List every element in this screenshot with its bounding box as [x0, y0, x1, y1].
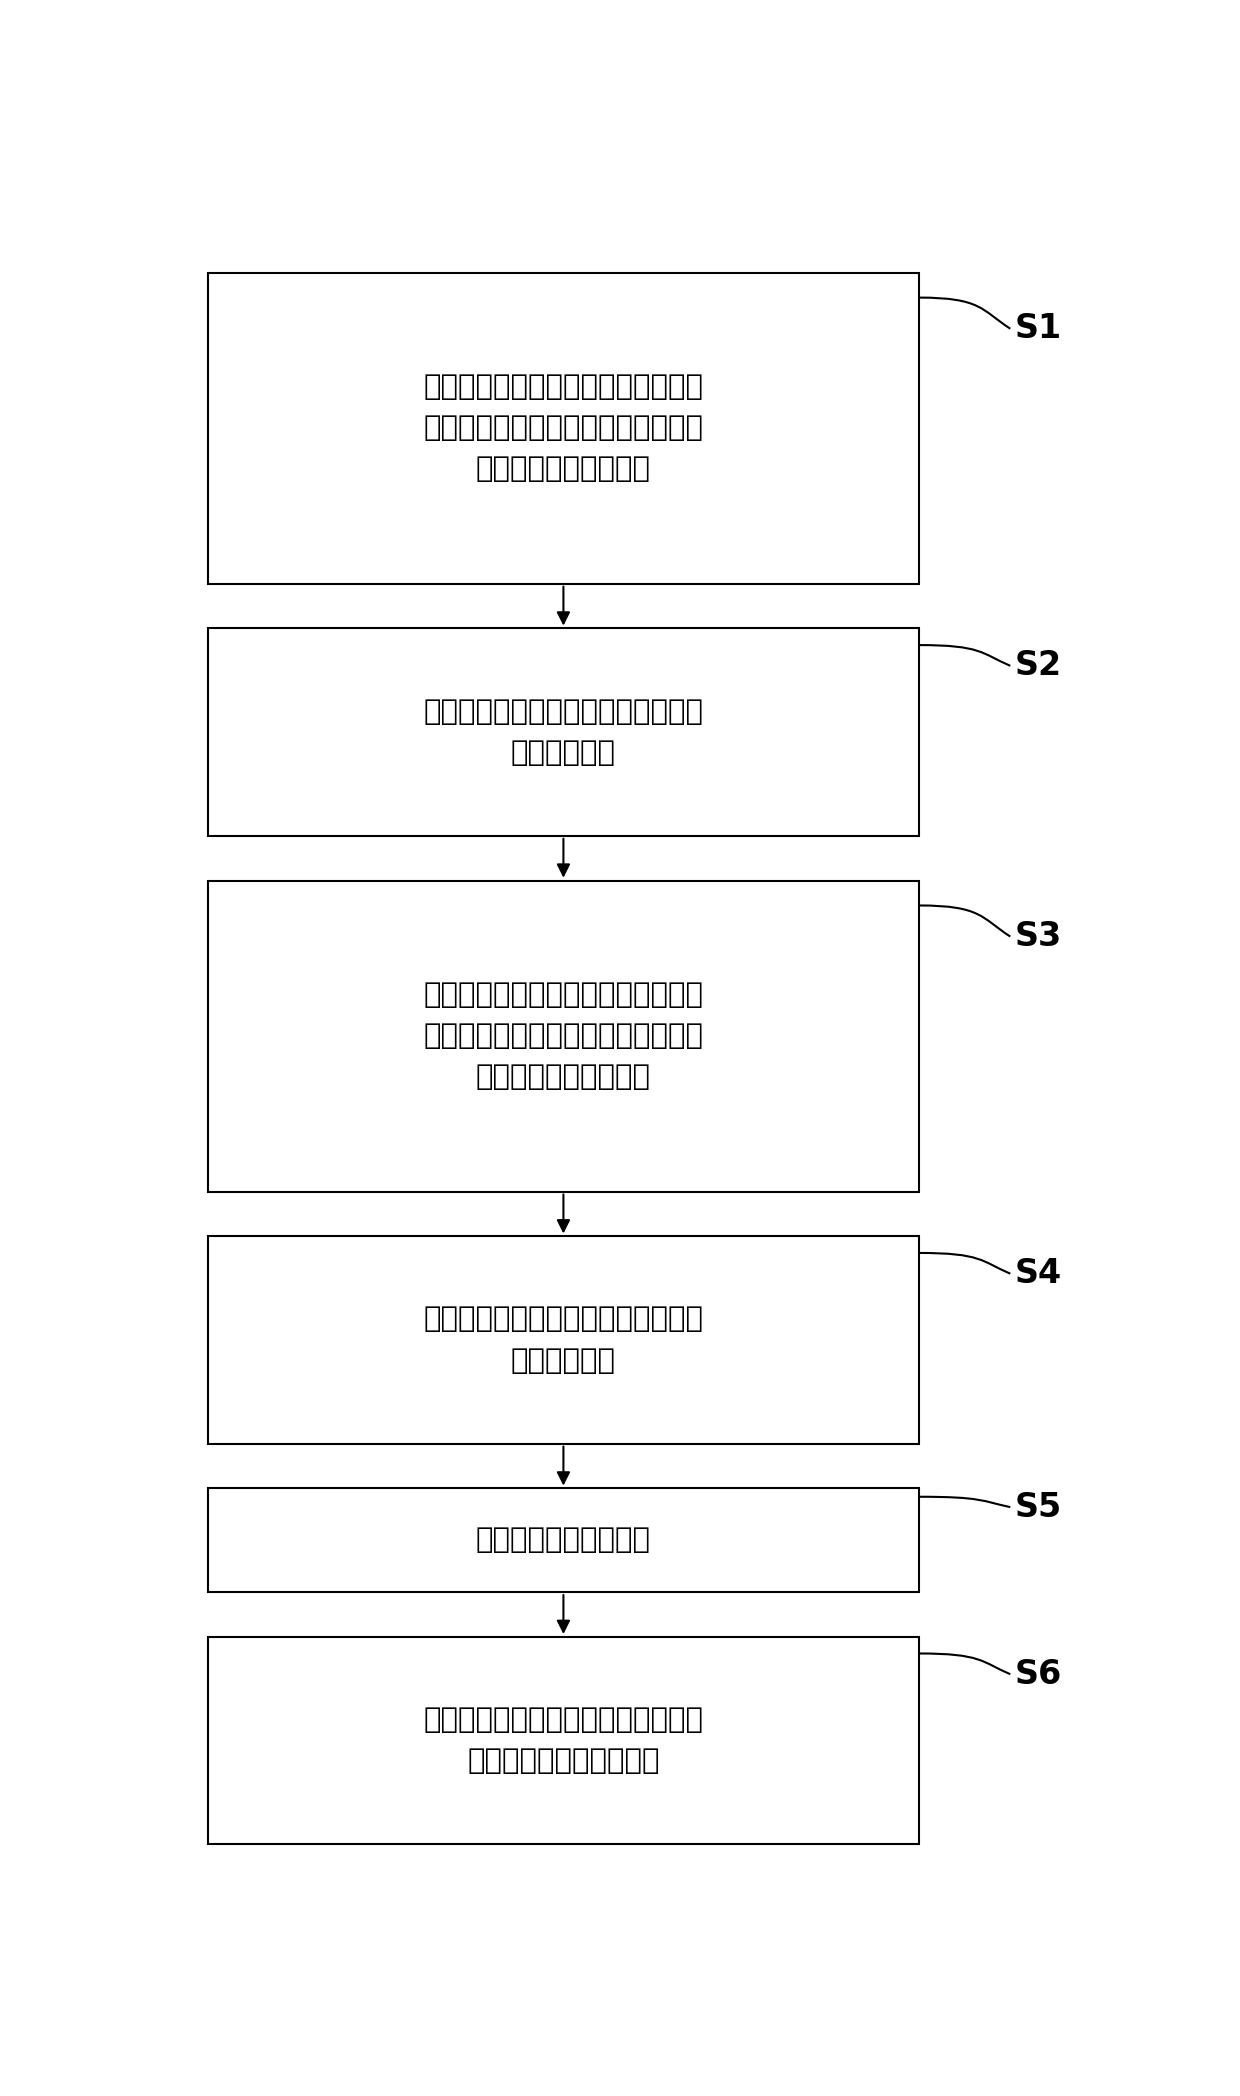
Text: S6: S6: [1016, 1658, 1063, 1691]
FancyBboxPatch shape: [208, 1488, 919, 1593]
Text: 根据目标压缩比和所述当前压缩比实
时调节所述活动腔的容积: 根据目标压缩比和所述当前压缩比实 时调节所述活动腔的容积: [423, 1706, 703, 1775]
FancyBboxPatch shape: [208, 880, 919, 1193]
Text: 计算做功活塞处于下止点时气缸内燃
烧室的总容积: 计算做功活塞处于下止点时气缸内燃 烧室的总容积: [423, 698, 703, 767]
Text: S2: S2: [1016, 650, 1063, 683]
Text: S3: S3: [1016, 920, 1063, 954]
FancyBboxPatch shape: [208, 629, 919, 836]
FancyBboxPatch shape: [208, 1637, 919, 1844]
Text: 得到气缸的当前压缩比: 得到气缸的当前压缩比: [476, 1526, 651, 1555]
FancyBboxPatch shape: [208, 1237, 919, 1444]
Text: S1: S1: [1016, 312, 1063, 346]
Text: 计算做功活塞处于上止点时气缸内燃
烧室的总容积: 计算做功活塞处于上止点时气缸内燃 烧室的总容积: [423, 1306, 703, 1375]
FancyBboxPatch shape: [208, 272, 919, 583]
Text: S5: S5: [1016, 1490, 1063, 1524]
Text: 获取做功活塞处于上止点时做功活塞
上方的总容积，以及做功活塞处于上
止点时活动腔的总容积: 获取做功活塞处于上止点时做功活塞 上方的总容积，以及做功活塞处于上 止点时活动腔…: [423, 981, 703, 1092]
Text: 获取做功活塞处于下止点时做功活塞
上方的总容积，以及做功活塞处于下
止点时活动腔的总容积: 获取做功活塞处于下止点时做功活塞 上方的总容积，以及做功活塞处于下 止点时活动腔…: [423, 373, 703, 484]
Text: S4: S4: [1016, 1258, 1063, 1291]
